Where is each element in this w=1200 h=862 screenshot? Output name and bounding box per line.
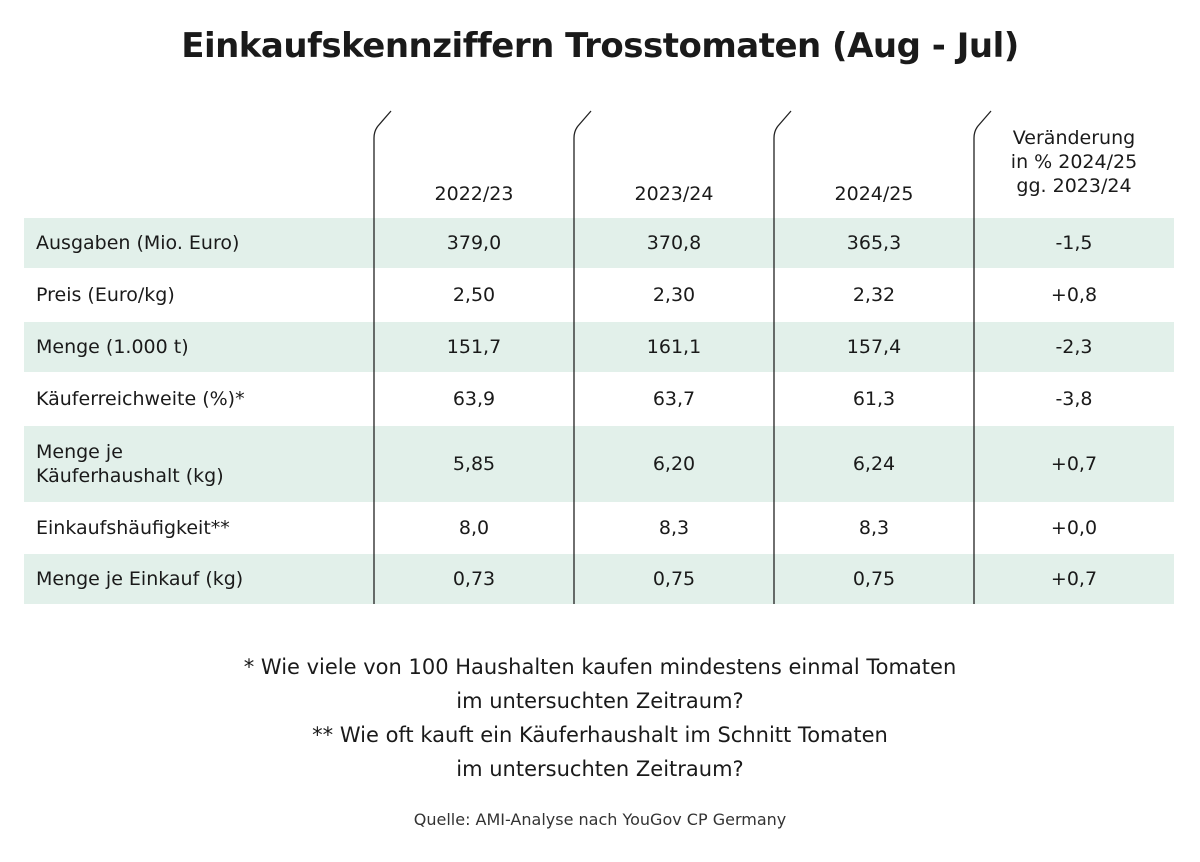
chart-title: Einkaufskennziffern Trosstomaten (Aug - … <box>181 26 1019 66</box>
table-cell: 6,24 <box>852 453 896 475</box>
table-cell: +0,7 <box>1050 453 1098 475</box>
table-cell: 8,3 <box>858 517 890 539</box>
column-header-line: in % 2024/25 <box>1010 151 1138 173</box>
table-row: Menge je Einkauf (kg) 0,73 0,75 0,75 +0,7 <box>24 554 1174 604</box>
footnote: im untersuchten Zeitraum? <box>456 757 744 781</box>
source-note: Quelle: AMI-Analyse nach YouGov CP Germa… <box>413 810 787 829</box>
row-label: Menge (1.000 t) <box>36 336 189 358</box>
table-cell: +0,0 <box>1050 517 1098 539</box>
table-cell: 157,4 <box>846 336 902 358</box>
table-cell: +0,8 <box>1050 284 1098 306</box>
table-cell: -1,5 <box>1055 232 1093 254</box>
table-cell: 2,30 <box>652 284 696 306</box>
row-label: Menge je Käuferhaushalt (kg) <box>24 440 364 488</box>
table-row: Einkaufshäufigkeit** 8,0 8,3 8,3 +0,0 <box>24 504 1174 552</box>
footnote: ** Wie oft kauft ein Käuferhaushalt im S… <box>312 723 888 747</box>
column-header: 2024/25 <box>834 183 914 205</box>
row-label: Menge je Einkauf (kg) <box>36 568 244 590</box>
row-label: Käuferreichweite (%)* <box>36 388 245 410</box>
table-cell: 161,1 <box>646 336 702 358</box>
table-row: Menge je Käuferhaushalt (kg) 5,85 6,20 6,24 +… <box>24 426 1174 502</box>
table-cell: 151,7 <box>446 336 502 358</box>
table-cell: -2,3 <box>1055 336 1093 358</box>
column-divider <box>773 110 792 604</box>
column-header: 2023/24 <box>634 183 714 205</box>
column-divider <box>973 110 992 604</box>
table-row: Käuferreichweite (%)* 63,9 63,7 61,3 -3,8 <box>24 374 1174 424</box>
table-cell: 61,3 <box>852 388 896 410</box>
column-header-change: Veränderung in % 2024/25 gg. 2023/24 <box>974 126 1174 198</box>
table-cell: 6,20 <box>652 453 696 475</box>
table-cell: 2,32 <box>852 284 896 306</box>
row-label: Einkaufshäufigkeit** <box>36 517 230 539</box>
column-divider <box>373 110 392 604</box>
table-cell: 0,75 <box>852 568 896 590</box>
table-row: Menge (1.000 t) 151,7 161,1 157,4 -2,3 <box>24 322 1174 372</box>
column-header-line: gg. 2023/24 <box>1016 175 1132 197</box>
table-cell: 5,85 <box>452 453 496 475</box>
table-cell: 2,50 <box>452 284 496 306</box>
table-cell: 8,0 <box>458 517 490 539</box>
row-label: Ausgaben (Mio. Euro) <box>36 232 240 254</box>
table-cell: 8,3 <box>658 517 690 539</box>
table-cell: -3,8 <box>1055 388 1093 410</box>
column-header-line: Veränderung <box>1012 127 1136 149</box>
table-cell: 0,75 <box>652 568 696 590</box>
column-divider <box>573 110 592 604</box>
footnote: * Wie viele von 100 Haushalten kaufen mi… <box>243 655 957 679</box>
table-cell: 63,9 <box>452 388 496 410</box>
table-row: Preis (Euro/kg) 2,50 2,30 2,32 +0,8 <box>24 270 1174 320</box>
row-label-line: Käuferhaushalt (kg) <box>36 465 224 487</box>
row-label: Preis (Euro/kg) <box>36 284 175 306</box>
table-cell: 379,0 <box>446 232 502 254</box>
column-header: 2022/23 <box>434 183 514 205</box>
table-row: Ausgaben (Mio. Euro) 379,0 370,8 365,3 -1,5 <box>24 218 1174 268</box>
table-cell: 63,7 <box>652 388 696 410</box>
table-cell: 370,8 <box>646 232 702 254</box>
table-cell: +0,7 <box>1050 568 1098 590</box>
table-cell: 0,73 <box>452 568 496 590</box>
table-cell: 365,3 <box>846 232 902 254</box>
row-label-line: Menge je <box>36 441 123 463</box>
footnote: im untersuchten Zeitraum? <box>456 689 744 713</box>
